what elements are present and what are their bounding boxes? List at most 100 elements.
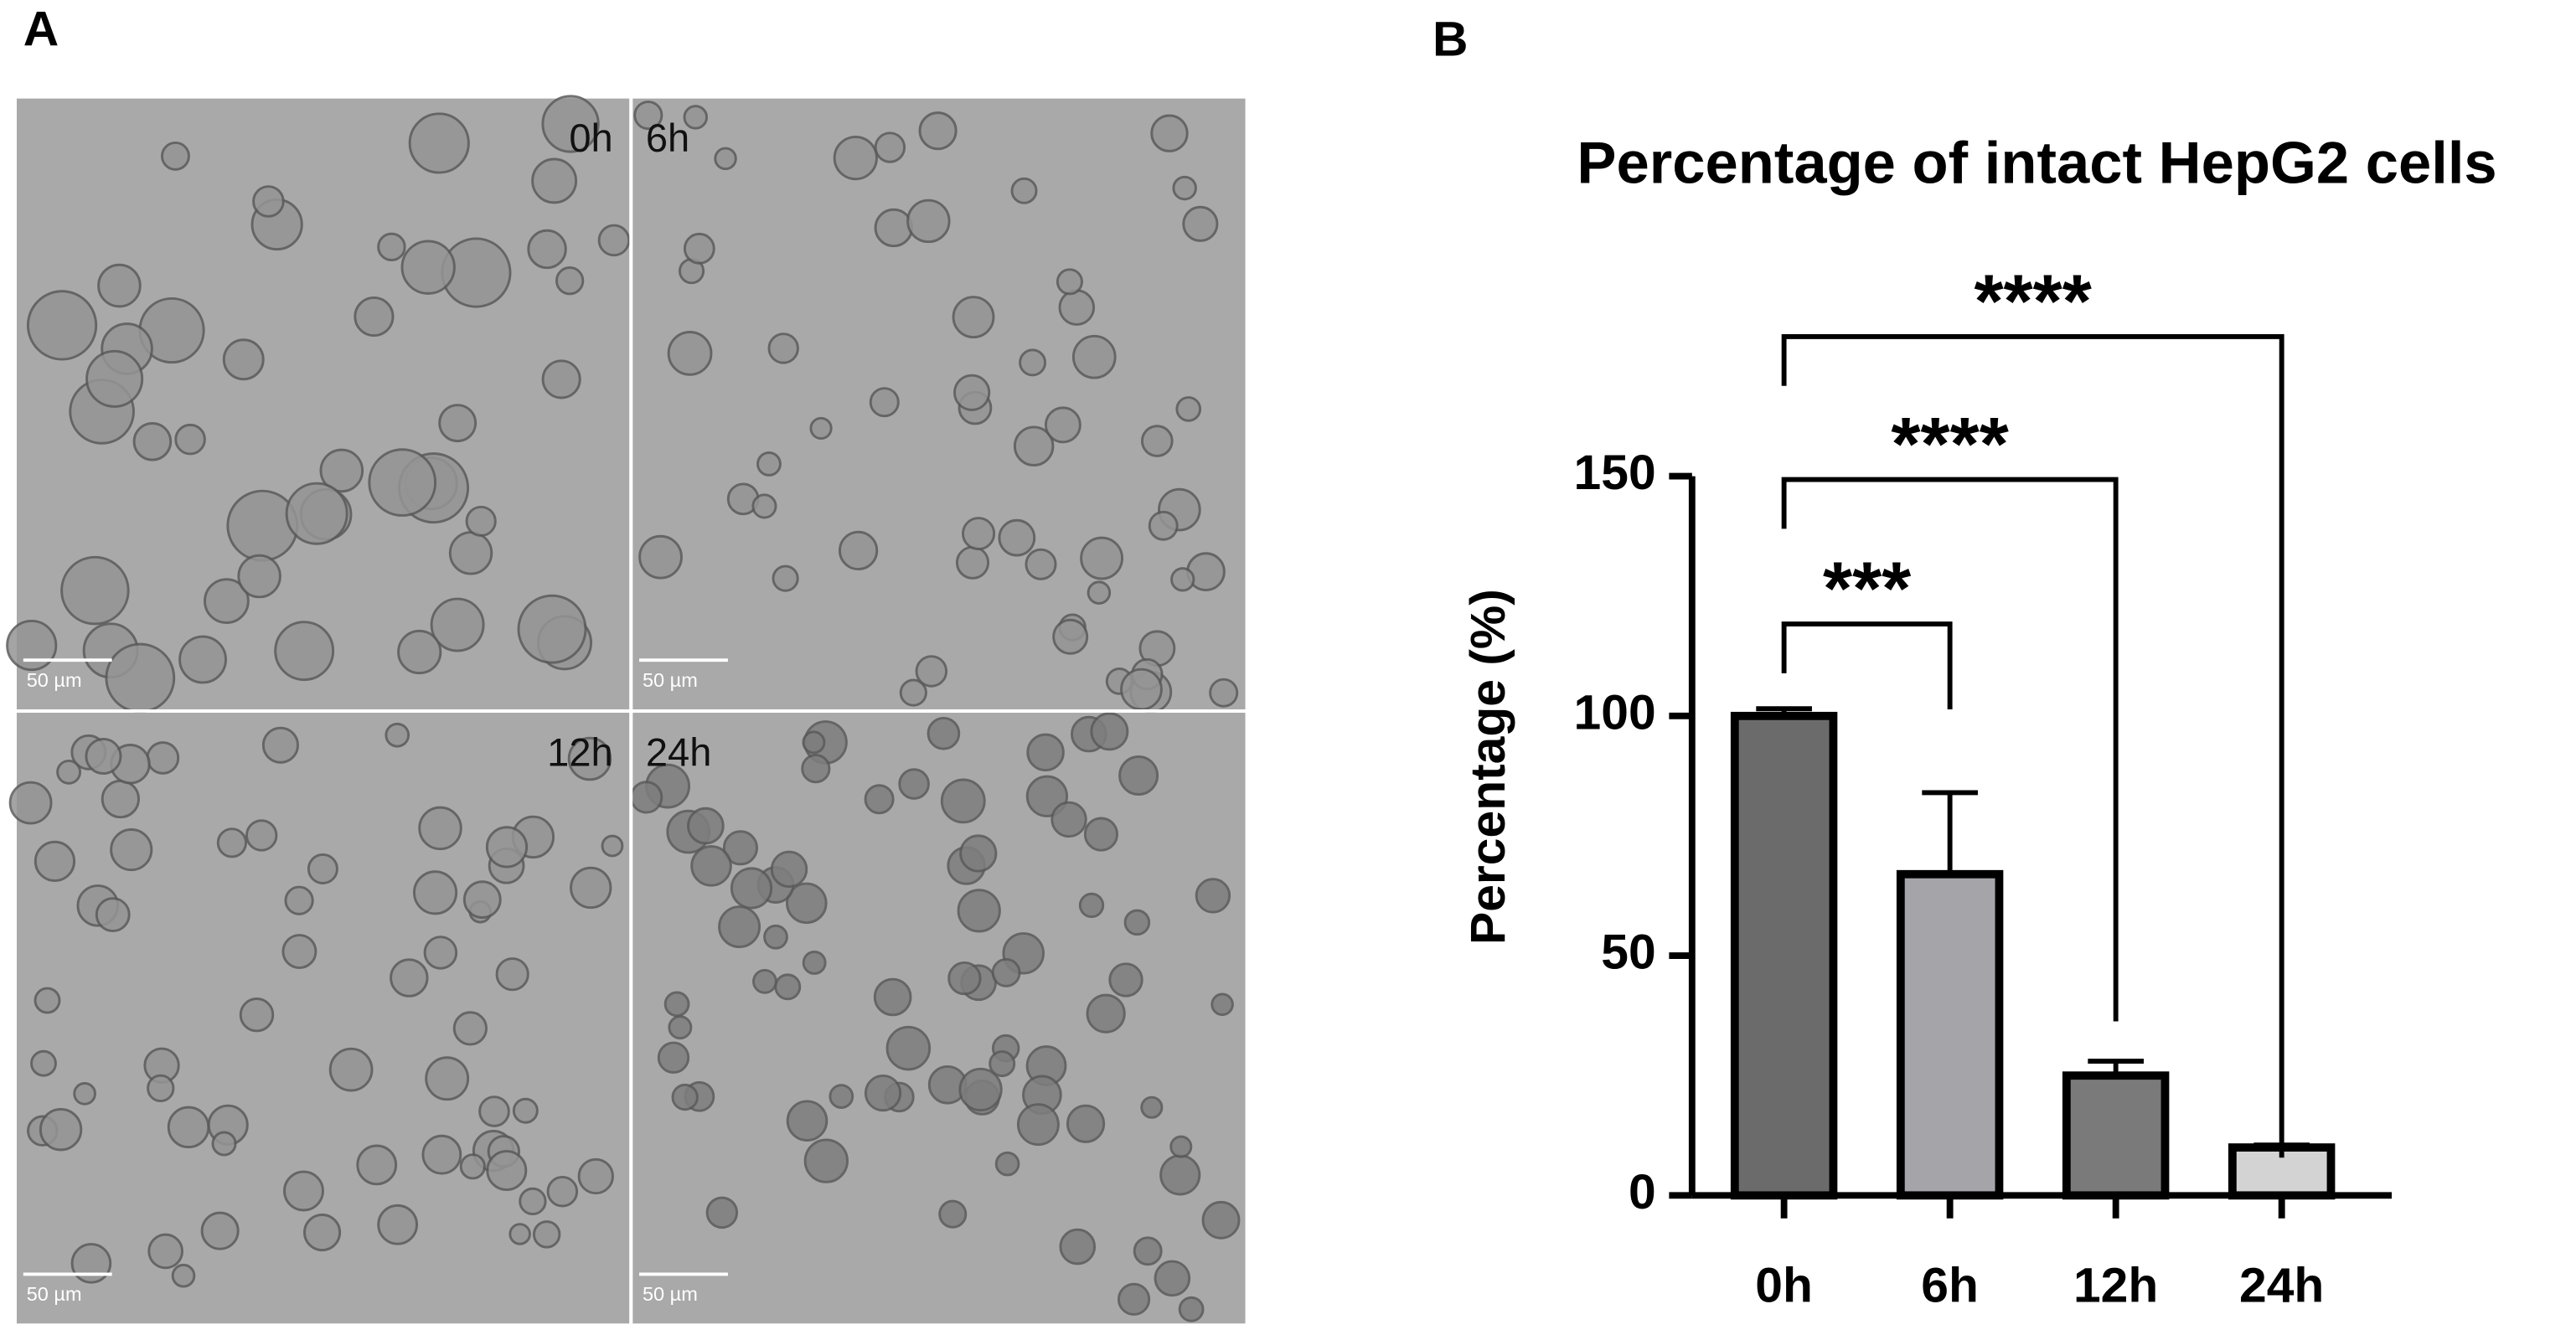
cell [1019, 348, 1047, 377]
cell [34, 840, 76, 883]
cell [786, 1100, 829, 1142]
cell [319, 448, 364, 493]
cell [508, 1223, 531, 1245]
cell [1148, 510, 1179, 541]
cell [597, 224, 631, 257]
cell [85, 349, 144, 408]
cell [809, 416, 833, 441]
cell [459, 1153, 486, 1180]
cell [638, 534, 683, 580]
cell [864, 1074, 902, 1112]
cell [283, 1170, 324, 1212]
cell [1078, 892, 1105, 919]
x-tick-label: 12h [2073, 1259, 2158, 1313]
cell [105, 642, 176, 714]
cell [953, 374, 991, 411]
cell [955, 545, 990, 580]
cell [30, 1049, 57, 1077]
cell [132, 422, 173, 461]
significance-label: **** [1974, 259, 2091, 343]
cell [200, 1211, 240, 1250]
cell [663, 991, 690, 1018]
cell [1087, 580, 1112, 605]
cell [546, 1175, 579, 1208]
cell [803, 1138, 849, 1183]
panel-label: B [1433, 13, 1468, 67]
cell [899, 678, 927, 707]
cell [438, 404, 478, 443]
cell [1016, 1103, 1060, 1147]
cell [1010, 177, 1038, 204]
cell [519, 1187, 547, 1216]
cell [147, 1074, 175, 1103]
cell [1025, 548, 1057, 580]
cell [430, 597, 485, 652]
cell [918, 111, 958, 151]
cell [668, 1015, 693, 1040]
cell [171, 1263, 196, 1288]
cell [802, 730, 826, 755]
cell [527, 229, 567, 270]
cell [245, 819, 278, 852]
cell [56, 759, 81, 785]
cell [690, 845, 732, 887]
cell [1150, 114, 1189, 152]
cell [1044, 406, 1082, 444]
cell [512, 1097, 539, 1124]
cell [8, 781, 53, 825]
cell [957, 889, 1001, 933]
cell [390, 958, 429, 997]
cell [1051, 801, 1087, 838]
cell [1211, 992, 1234, 1017]
cell [1080, 536, 1123, 580]
cell [222, 338, 265, 381]
cell [356, 1144, 398, 1186]
cell [683, 105, 708, 130]
y-tick-label: 150 [1574, 446, 1656, 500]
cell [1172, 175, 1197, 201]
cell [1059, 1228, 1097, 1265]
cell [146, 741, 180, 775]
cell [70, 1243, 112, 1284]
cell [873, 977, 912, 1017]
cell [1066, 1104, 1106, 1143]
cell [307, 853, 338, 884]
cell [786, 882, 828, 925]
cell [1154, 1260, 1191, 1297]
cell [226, 489, 299, 562]
cell [683, 232, 715, 265]
cell [423, 936, 458, 970]
cell [385, 722, 410, 748]
cell [770, 850, 808, 889]
cell [947, 961, 982, 996]
cell [958, 1067, 1003, 1112]
cell [237, 554, 281, 599]
cell [667, 331, 713, 376]
time-label: 0h [569, 116, 612, 160]
cell [354, 296, 395, 338]
cell [1159, 1154, 1201, 1196]
cell [763, 924, 788, 950]
cell [567, 736, 612, 781]
y-tick-label: 0 [1629, 1165, 1656, 1219]
cell [465, 505, 497, 537]
cell [167, 1106, 210, 1149]
cell [801, 754, 831, 784]
cell [1083, 817, 1118, 852]
cell [874, 131, 906, 163]
cell [178, 635, 227, 684]
cell [328, 1047, 374, 1092]
cell [1117, 1282, 1151, 1316]
cell [730, 867, 773, 910]
cell [1086, 993, 1126, 1033]
cell [1026, 733, 1065, 772]
cell [34, 987, 61, 1014]
significance-label: **** [1891, 402, 2008, 487]
cell [687, 807, 725, 845]
bar [2062, 1071, 2170, 1200]
cell [1182, 205, 1219, 242]
cell [1133, 1236, 1163, 1266]
cell [400, 240, 456, 295]
bar [1730, 711, 1838, 1200]
